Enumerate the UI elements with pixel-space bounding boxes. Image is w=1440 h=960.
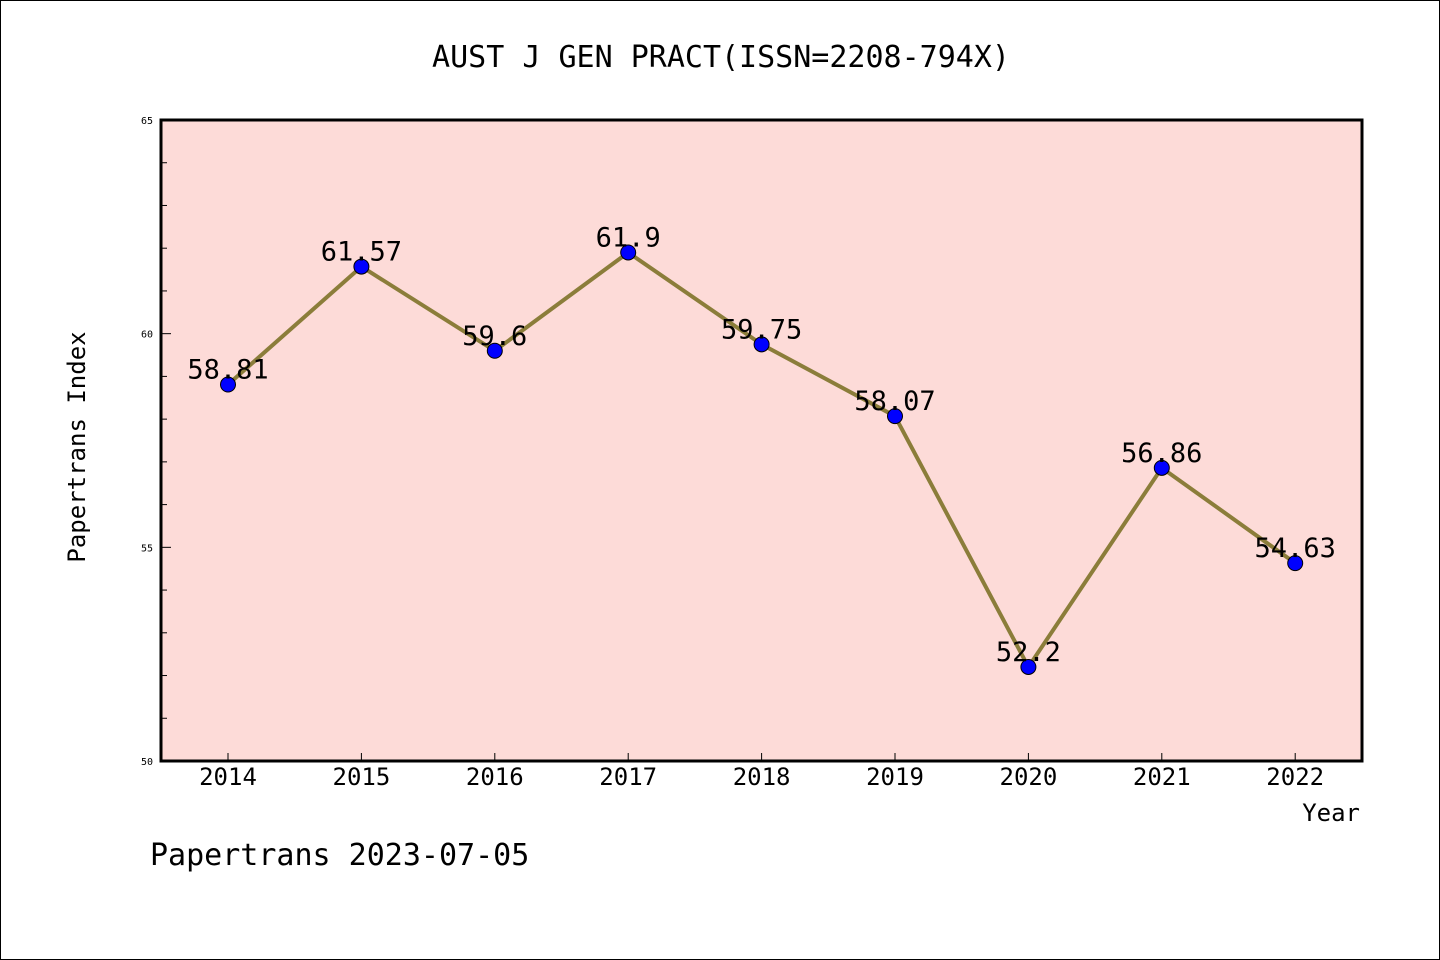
x-tick-label: 2015 bbox=[333, 763, 391, 791]
data-point-label: 56.86 bbox=[1121, 438, 1202, 469]
data-point-label: 58.07 bbox=[854, 386, 935, 417]
plot-area bbox=[159, 118, 1364, 763]
footer-text: Papertrans 2023-07-05 bbox=[150, 838, 529, 873]
data-labels: 58.81 61.57 59.6 61.9 59.75 58.07 52.2 56.86 54.… bbox=[187, 222, 1335, 668]
data-point-label: 61.9 bbox=[596, 222, 661, 253]
data-point-label: 59.6 bbox=[462, 321, 527, 352]
data-point-marker bbox=[486, 342, 503, 359]
x-tick-label: 2018 bbox=[733, 763, 791, 791]
x-tick-label: 2014 bbox=[199, 763, 257, 791]
data-point-marker bbox=[1153, 459, 1170, 476]
chart-title: AUST J GEN PRACT(ISSN=2208-794X) bbox=[432, 40, 1010, 75]
data-point-label: 52.2 bbox=[996, 637, 1061, 668]
series-markers bbox=[220, 244, 1304, 675]
x-tick-label: 2020 bbox=[1000, 763, 1058, 791]
x-tick-label: 2022 bbox=[1266, 763, 1324, 791]
data-point-label: 59.75 bbox=[721, 314, 802, 345]
x-axis-label: Year bbox=[1302, 799, 1360, 827]
data-point-label: 54.63 bbox=[1255, 533, 1336, 564]
y-tick-label: 55 bbox=[141, 543, 153, 554]
data-point-label: 58.81 bbox=[187, 355, 268, 386]
y-axis-ticks: 50 55 60 65 bbox=[141, 116, 171, 768]
data-point-marker bbox=[620, 244, 637, 261]
y-tick-label: 60 bbox=[141, 330, 153, 341]
x-tick-label: 2017 bbox=[599, 763, 657, 791]
data-point-marker bbox=[220, 376, 236, 393]
data-point-label: 61.57 bbox=[321, 237, 402, 268]
x-axis-ticks: 2014 2015 2016 2017 2018 2019 2020 2021 2022 bbox=[199, 753, 1324, 791]
y-axis-label: Papertrans Index bbox=[63, 331, 91, 562]
x-tick-label: 2016 bbox=[466, 763, 524, 791]
data-point-marker bbox=[753, 336, 770, 353]
y-tick-label: 65 bbox=[141, 116, 153, 127]
y-tick-label: 50 bbox=[141, 757, 153, 768]
data-point-marker bbox=[1287, 555, 1304, 572]
x-tick-label: 2021 bbox=[1133, 763, 1191, 791]
data-point-marker bbox=[353, 258, 370, 275]
x-tick-label: 2019 bbox=[866, 763, 924, 791]
data-point-marker bbox=[887, 408, 903, 425]
data-point-marker bbox=[1020, 658, 1037, 675]
